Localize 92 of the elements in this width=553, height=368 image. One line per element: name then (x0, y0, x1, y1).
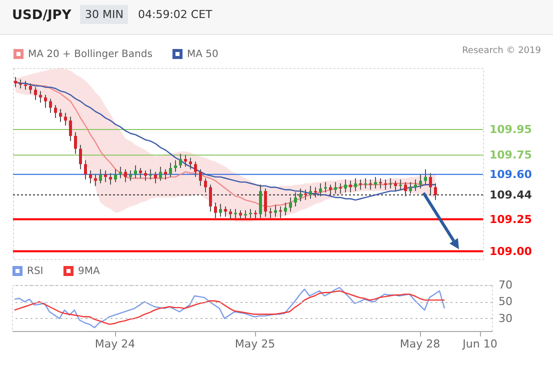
candlestick (229, 208, 232, 220)
candlestick (399, 179, 402, 190)
candlestick (189, 157, 192, 170)
candlestick (404, 182, 407, 197)
candlestick (314, 186, 317, 198)
candlestick (79, 144, 82, 170)
candlestick (354, 178, 357, 192)
candlestick (304, 189, 307, 201)
candlestick (144, 170, 147, 182)
y-tick-label: 50 (498, 295, 512, 308)
candlestick (39, 90, 42, 104)
x-tick-label: Jun 10 (462, 338, 498, 350)
candlestick (159, 166, 162, 182)
candlestick (434, 182, 437, 201)
candlestick (84, 160, 87, 180)
candlestick (209, 184, 212, 212)
x-tick-label: May 24 (94, 338, 136, 350)
candlestick (169, 162, 172, 178)
candlestick (139, 167, 142, 179)
candlestick (344, 179, 347, 193)
candlestick (29, 82, 32, 94)
candlestick (409, 182, 412, 194)
candlestick (419, 174, 422, 189)
candlestick (179, 153, 182, 168)
candlestick (174, 160, 177, 172)
candlestick (119, 166, 122, 179)
candlestick (129, 170, 132, 182)
y-tick-label: 70 (498, 278, 512, 292)
legend-label: RSI (27, 266, 44, 277)
candlestick (49, 98, 52, 114)
candlestick (224, 206, 227, 218)
candlestick (284, 202, 287, 216)
candlestick (269, 207, 272, 218)
candlestick (429, 172, 432, 196)
y-tick-label: 109.25 (490, 212, 532, 226)
x-tick-label: May 28 (400, 338, 440, 350)
candlestick (424, 168, 427, 186)
candlestick (14, 76, 17, 88)
y-tick-label: 109.60 (490, 168, 532, 181)
legend-label: MA 50 (187, 48, 218, 60)
legend-label: 9MA (78, 266, 100, 277)
candlestick (109, 172, 112, 186)
candlestick (274, 204, 277, 218)
candlestick (379, 178, 382, 189)
candlestick (94, 174, 97, 186)
candlestick (199, 168, 202, 186)
candlestick (289, 196, 292, 212)
candlestick (124, 168, 127, 183)
candlestick (104, 170, 107, 183)
x-tick-label: May 25 (234, 338, 276, 350)
candlestick (294, 192, 297, 207)
y-tick-label: 30 (498, 312, 512, 325)
candlestick (334, 182, 337, 194)
y-tick-label: 109.44 (490, 188, 532, 202)
candlestick (349, 180, 352, 193)
legend-label: MA 20 + Bollinger Bands (28, 48, 152, 60)
candlestick (89, 170, 92, 184)
candlestick (69, 116, 72, 142)
chart-subtitle: 30 MIN (80, 5, 128, 24)
candlestick (154, 171, 157, 184)
candlestick (219, 203, 222, 218)
candlestick (44, 94, 47, 108)
text: Research © 2019 (462, 46, 541, 56)
y-tick-label: 109.75 (490, 148, 532, 162)
candlestick (214, 202, 217, 218)
candlestick (339, 182, 342, 194)
candlestick (319, 182, 322, 197)
chart-title: USD/JPY (12, 8, 72, 23)
candlestick (134, 164, 137, 179)
candlestick (64, 112, 67, 126)
candlestick (329, 184, 332, 196)
candlestick (99, 168, 102, 184)
candlestick (374, 176, 377, 189)
candlestick (34, 86, 37, 101)
candlestick (59, 108, 62, 122)
text: 04:59:02 CET (138, 8, 212, 21)
candlestick (194, 161, 197, 178)
candlestick (184, 154, 187, 168)
candlestick (309, 185, 312, 200)
candlestick (164, 168, 167, 180)
y-tick-label: 109.00 (490, 244, 532, 258)
candlestick (324, 182, 327, 193)
y-tick-label: 109.95 (490, 123, 532, 136)
candlestick (394, 180, 397, 192)
candlestick (414, 179, 417, 192)
candlestick (114, 168, 117, 183)
candlestick (299, 188, 302, 202)
candlestick (204, 178, 207, 193)
candlestick (74, 132, 77, 154)
candlestick (264, 188, 267, 218)
candlestick (54, 104, 57, 118)
candlestick (259, 184, 262, 218)
